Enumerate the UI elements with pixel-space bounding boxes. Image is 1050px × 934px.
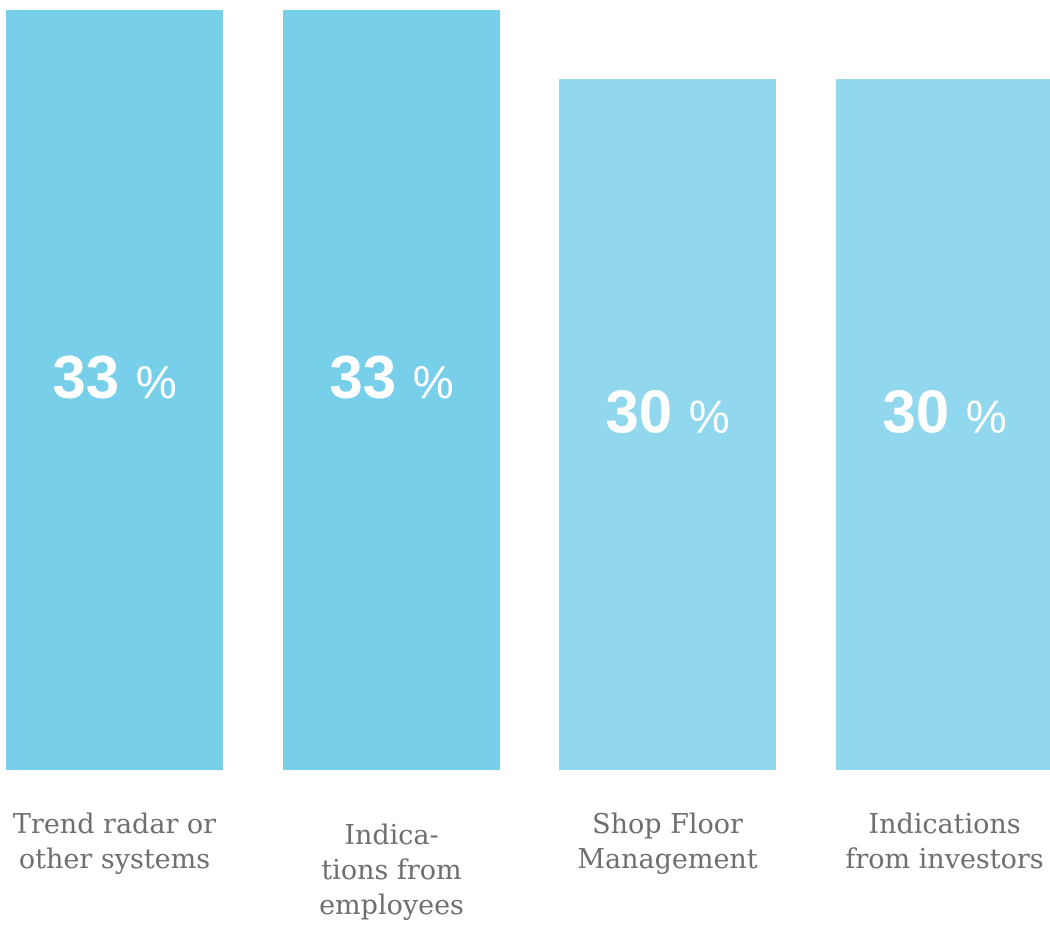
bar-value-label-3: 30 % <box>605 379 729 446</box>
bar-value-label-1: 33 % <box>52 344 176 411</box>
bar-4 <box>836 79 1050 770</box>
category-label-4: Indications from investors <box>845 809 1043 875</box>
bar-3 <box>559 79 776 770</box>
bar-2 <box>283 10 500 770</box>
bar-value-label-4: 30 % <box>882 379 1006 446</box>
category-label-1: Trend radar or other systems <box>13 809 216 875</box>
category-label-2: Indica-tions from employees <box>319 820 464 921</box>
category-label-3: Shop Floor Management <box>577 809 757 875</box>
bar-value-label-2: 33 % <box>329 344 453 411</box>
bar-1 <box>6 10 223 770</box>
